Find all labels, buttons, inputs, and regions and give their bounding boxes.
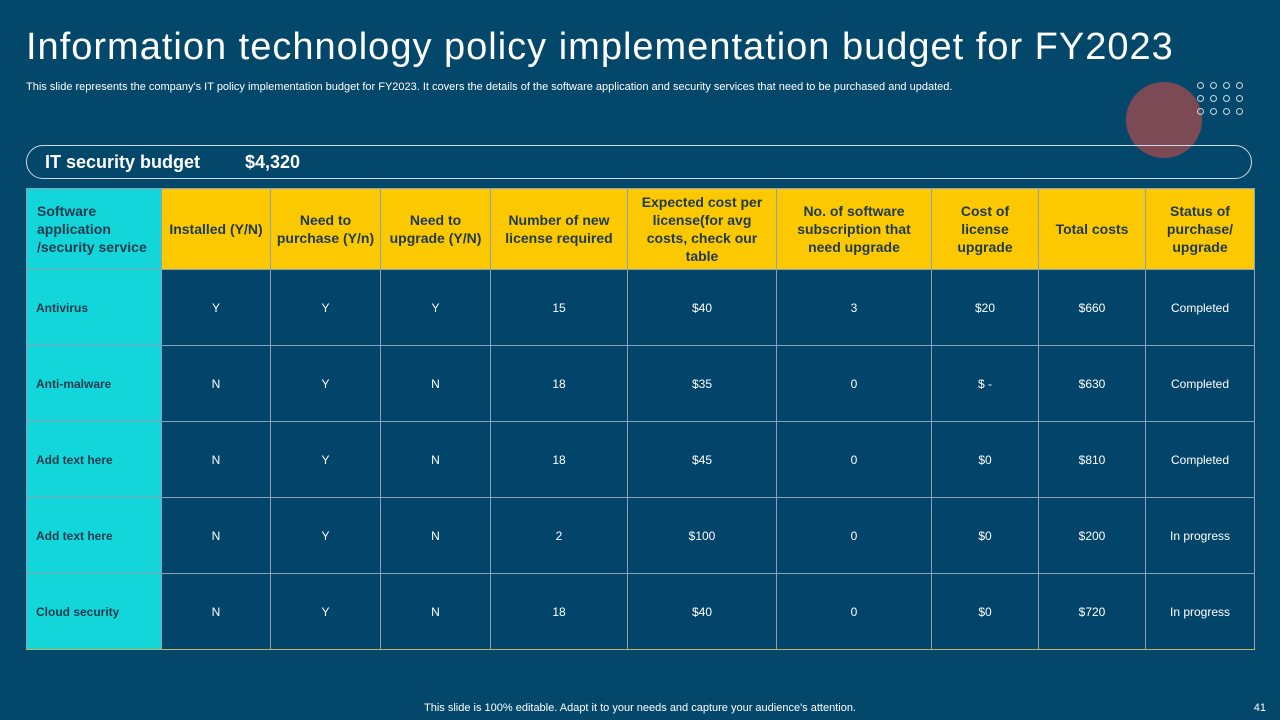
header-expected-cost: Expected cost per license(for avg costs,… [627,188,777,270]
cell-need-upgrade: N [380,573,491,650]
cell-installed: N [161,497,271,574]
header-service: Software application /security service [26,188,162,270]
budget-summary-bar: IT security budget $4,320 [26,145,1252,179]
slide-title: Information technology policy implementa… [26,26,1174,68]
cell-total-costs: $720 [1038,573,1146,650]
cell-expected-cost: $40 [627,269,777,346]
cell-status: Completed [1145,421,1255,498]
cell-new-licenses: 18 [490,573,628,650]
cell-installed: N [161,573,271,650]
cell-total-costs: $810 [1038,421,1146,498]
table-header-row: Software application /security service I… [26,188,1255,270]
cell-expected-cost: $45 [627,421,777,498]
header-installed: Installed (Y/N) [161,188,271,270]
cell-total-costs: $660 [1038,269,1146,346]
cell-subscriptions-upgrade: 0 [776,497,932,574]
cell-cost-upgrade: $0 [931,497,1039,574]
cell-status: In progress [1145,497,1255,574]
cell-need-upgrade: Y [380,269,491,346]
header-new-licenses: Number of new license required [490,188,628,270]
cell-service: Add text here [26,497,162,574]
cell-need-purchase: Y [270,497,381,574]
cell-need-upgrade: N [380,421,491,498]
cell-need-purchase: Y [270,573,381,650]
cell-subscriptions-upgrade: 0 [776,573,932,650]
budget-table: Software application /security service I… [26,188,1255,650]
cell-total-costs: $630 [1038,345,1146,422]
cell-service: Cloud security [26,573,162,650]
cell-cost-upgrade: $0 [931,421,1039,498]
cell-new-licenses: 2 [490,497,628,574]
table-row: Antivirus Y Y Y 15 $40 3 $20 $660 Comple… [26,269,1255,346]
cell-need-upgrade: N [380,497,491,574]
cell-need-purchase: Y [270,269,381,346]
table-row: Add text here N Y N 2 $100 0 $0 $200 In … [26,497,1255,574]
cell-cost-upgrade: $ - [931,345,1039,422]
header-status: Status of purchase/ upgrade [1145,188,1255,270]
cell-total-costs: $200 [1038,497,1146,574]
table-row: Add text here N Y N 18 $45 0 $0 $810 Com… [26,421,1255,498]
cell-need-purchase: Y [270,421,381,498]
cell-new-licenses: 18 [490,345,628,422]
decorative-dot-grid [1197,82,1247,120]
cell-expected-cost: $100 [627,497,777,574]
cell-service: Add text here [26,421,162,498]
header-total-costs: Total costs [1038,188,1146,270]
cell-status: In progress [1145,573,1255,650]
cell-cost-upgrade: $20 [931,269,1039,346]
header-subscriptions-upgrade: No. of software subscription that need u… [776,188,932,270]
cell-new-licenses: 18 [490,421,628,498]
cell-subscriptions-upgrade: 0 [776,421,932,498]
cell-service: Antivirus [26,269,162,346]
cell-status: Completed [1145,345,1255,422]
budget-value: $4,320 [245,151,301,172]
cell-need-purchase: Y [270,345,381,422]
header-cost-upgrade: Cost of license upgrade [931,188,1039,270]
cell-installed: N [161,421,271,498]
budget-label: IT security budget [45,151,201,172]
page-number: 41 [1253,702,1266,714]
cell-service: Anti-malware [26,345,162,422]
slide-subtitle: This slide represents the company's IT p… [26,81,953,93]
cell-need-upgrade: N [380,345,491,422]
header-need-purchase: Need to purchase (Y/n) [270,188,381,270]
cell-cost-upgrade: $0 [931,573,1039,650]
cell-new-licenses: 15 [490,269,628,346]
cell-installed: N [161,345,271,422]
slide-footer: This slide is 100% editable. Adapt it to… [424,702,856,714]
cell-subscriptions-upgrade: 3 [776,269,932,346]
table-row: Anti-malware N Y N 18 $35 0 $ - $630 Com… [26,345,1255,422]
cell-status: Completed [1145,269,1255,346]
cell-expected-cost: $40 [627,573,777,650]
table-row: Cloud security N Y N 18 $40 0 $0 $720 In… [26,573,1255,650]
cell-expected-cost: $35 [627,345,777,422]
cell-subscriptions-upgrade: 0 [776,345,932,422]
header-need-upgrade: Need to upgrade (Y/N) [380,188,491,270]
cell-installed: Y [161,269,271,346]
